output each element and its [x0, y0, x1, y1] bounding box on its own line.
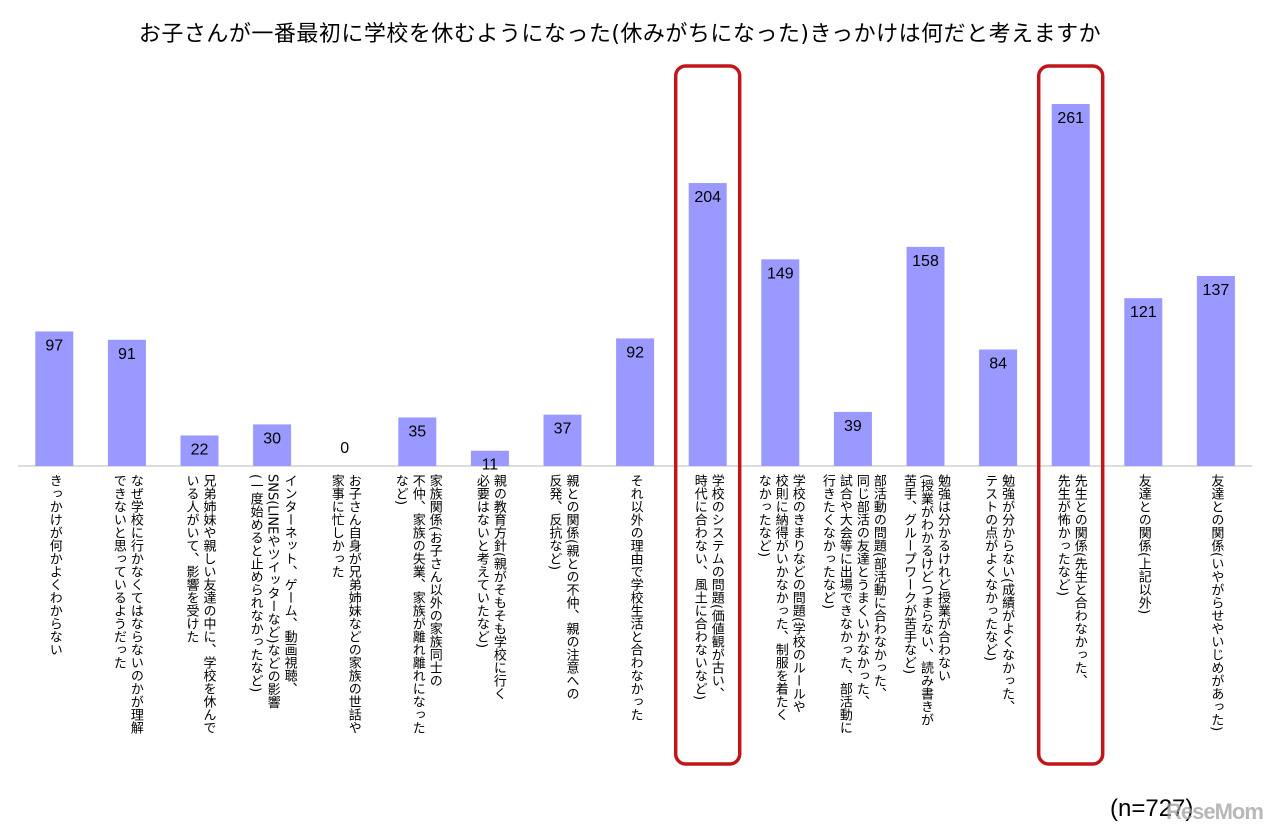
data-label: 204 — [694, 189, 721, 206]
category-label: 必要はないと考えていたなど) — [474, 474, 490, 648]
data-label: 149 — [767, 265, 794, 282]
bar — [1196, 275, 1235, 466]
bar — [616, 338, 655, 466]
bar — [1051, 104, 1090, 466]
bar — [1124, 298, 1163, 466]
category-label: 友達との関係(上記以外) — [1136, 473, 1152, 614]
data-label: 121 — [1130, 304, 1157, 321]
bar — [761, 259, 800, 466]
category-label: 親の教育方針(親がそもそも学校に行く — [491, 474, 507, 701]
data-label: 91 — [118, 346, 136, 363]
category-label: 学校のシステムの問題(価値観が古い、 — [709, 473, 725, 700]
category-label: 苦手、グループワークが苦手など) — [901, 473, 917, 674]
category-label: 親との関係(親との不仲、親の注意への — [564, 474, 580, 701]
sample-size-note: (n=727) — [1110, 795, 1194, 822]
category-label: 学校のきまりなどの問題(学校のルールや — [790, 473, 806, 713]
bar — [906, 246, 945, 466]
category-label: SNS(LINEやツイッターなど)などの影響 — [265, 474, 281, 709]
data-label: 37 — [554, 421, 572, 438]
bar — [688, 183, 727, 466]
category-label: なかったなど) — [756, 474, 771, 557]
category-label: 勉強が分からない(成績がよくなかった、 — [999, 474, 1015, 713]
bar — [398, 417, 437, 466]
data-label: 92 — [626, 344, 644, 361]
category-label: できないと思っているようだった — [111, 474, 127, 669]
chart-title: お子さんが一番最初に学校を休むようになった(休みがちになった)きっかけは何だと考… — [138, 22, 1102, 47]
data-label: 261 — [1057, 110, 1084, 127]
bar — [833, 411, 872, 466]
category-label: (一度始めると止められなかったなど) — [248, 474, 264, 692]
bar — [35, 331, 74, 466]
category-label: きっかけが何かよくわからない — [47, 474, 63, 656]
category-label: 友達との関係(いやがらせやいじめがあった) — [1208, 473, 1224, 731]
data-label: 84 — [989, 355, 1007, 372]
category-label: 時代に合わない、風土に合わないなど) — [692, 474, 708, 700]
category-label: 部活動の問題(部活動に合わなかった、 — [871, 474, 887, 700]
data-label: 97 — [45, 337, 63, 354]
highlight-box — [673, 64, 742, 766]
category-label: 家族関係(お子さん以外の家族同士の — [427, 473, 443, 687]
category-label: 校則に納得がいかなかった、制服を着たく — [773, 473, 789, 721]
data-label: 35 — [408, 423, 426, 440]
category-label: 兄弟姉妹や親しい友達の中に、学校を休んで — [201, 474, 217, 734]
category-label: 反発、反抗など) — [547, 474, 563, 570]
category-label: インターネット、ゲーム、動画視聴、 — [282, 474, 298, 695]
bar — [543, 414, 582, 466]
bar — [180, 435, 219, 466]
category-label: なぜ学校に行かなくてはならないのかが理解 — [128, 474, 144, 735]
bar — [253, 424, 292, 466]
data-label: 0 — [340, 440, 349, 457]
category-label: いる人がいて、影響を受けた — [184, 474, 200, 643]
bar — [470, 450, 509, 466]
category-label: 不仲、家族の失業、家族が離れ離れになった — [410, 474, 426, 734]
highlight-box — [1036, 64, 1105, 766]
category-label: 同じ部活の友達とうまくいかなかった、 — [854, 474, 870, 708]
category-label: など) — [393, 474, 408, 505]
category-label: 先生が怖かったなど) — [1055, 474, 1071, 596]
data-label: 137 — [1203, 282, 1230, 299]
category-label: テストの点がよくなかったなど) — [982, 474, 998, 661]
category-label: 勉強は分かるけれど授業が合わない — [935, 474, 951, 682]
bar — [107, 339, 146, 466]
bar — [979, 349, 1018, 466]
resemom-watermark-logo: ReseMom — [1166, 799, 1264, 824]
category-label: 試合や大会等に出場できなかった、部活動に — [837, 473, 853, 734]
category-label: 家事に忙しかった — [329, 473, 345, 578]
data-label: 39 — [844, 418, 862, 435]
data-label: 22 — [191, 441, 209, 458]
category-label: 先生との関係(先生と合わなかった、 — [1072, 474, 1088, 687]
data-label: 11 — [482, 457, 499, 474]
category-label: (授業がわかるけどつまらない、読み書きが — [918, 474, 934, 727]
category-label: お子さん自身が兄弟姉妹などの家族の世話や — [346, 474, 362, 734]
data-label: 158 — [912, 253, 939, 270]
data-label: 30 — [263, 430, 281, 447]
category-label: 行きたくなかったなど) — [820, 474, 836, 609]
category-label: それ以外の理由で学校生活と合わなかった — [628, 474, 644, 721]
